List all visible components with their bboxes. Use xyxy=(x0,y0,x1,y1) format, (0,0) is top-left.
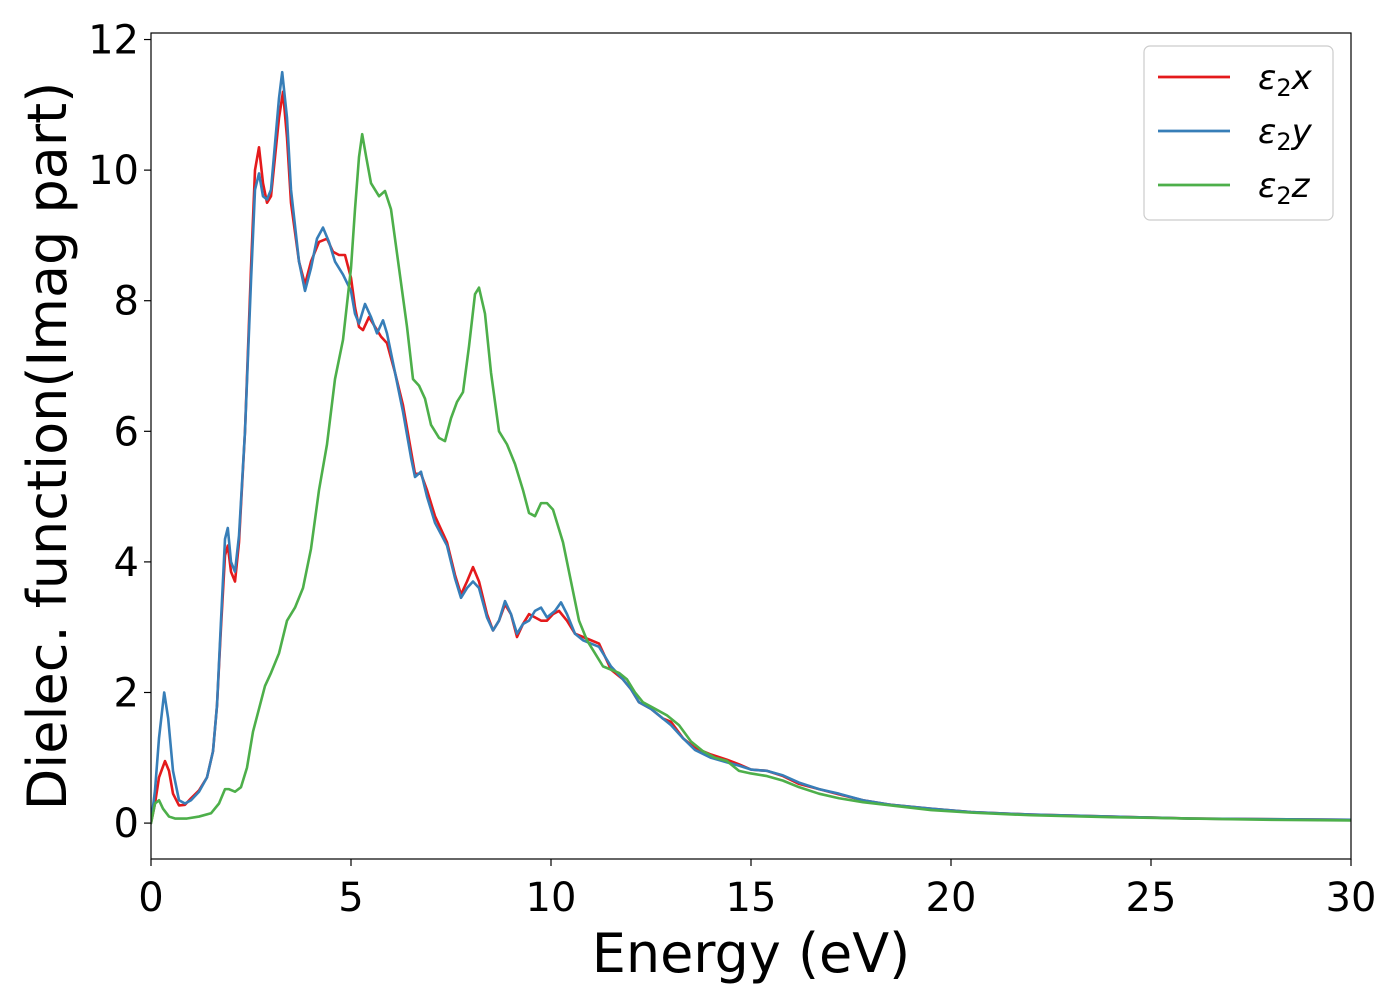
x-tick-label: 25 xyxy=(1126,875,1177,921)
x-tick-label: 30 xyxy=(1326,875,1377,921)
x-tick-label: 5 xyxy=(338,875,363,921)
x-tick-label: 20 xyxy=(926,875,977,921)
y-tick-label: 8 xyxy=(114,279,139,325)
legend-label-x: ε2x xyxy=(1258,58,1313,102)
x-tick-label: 15 xyxy=(726,875,777,921)
x-axis-label: Energy (eV) xyxy=(592,922,911,985)
x-tick-label: 10 xyxy=(526,875,577,921)
series-line-y xyxy=(151,70,1351,825)
y-axis-ticks: 0 2 4 6 8 10 12 xyxy=(88,18,151,847)
y-tick-label: 0 xyxy=(114,801,139,847)
x-tick-label: 0 xyxy=(138,875,163,921)
legend-box xyxy=(1143,45,1334,221)
x-axis-ticks: 0 5 10 15 20 25 30 xyxy=(138,859,1376,921)
y-tick-label: 2 xyxy=(114,670,139,716)
legend: ε2x ε2y ε2z xyxy=(1143,45,1334,221)
series-line-z xyxy=(151,132,1351,825)
y-tick-label: 4 xyxy=(114,540,139,586)
legend-label-z: ε2z xyxy=(1258,166,1311,210)
y-tick-label: 10 xyxy=(88,148,139,194)
y-tick-label: 12 xyxy=(88,18,139,64)
y-tick-label: 6 xyxy=(114,409,139,455)
series-layer xyxy=(151,70,1351,825)
legend-label-y: ε2y xyxy=(1258,112,1313,156)
y-axis-label: Dielec. function(Imag part) xyxy=(16,82,79,811)
